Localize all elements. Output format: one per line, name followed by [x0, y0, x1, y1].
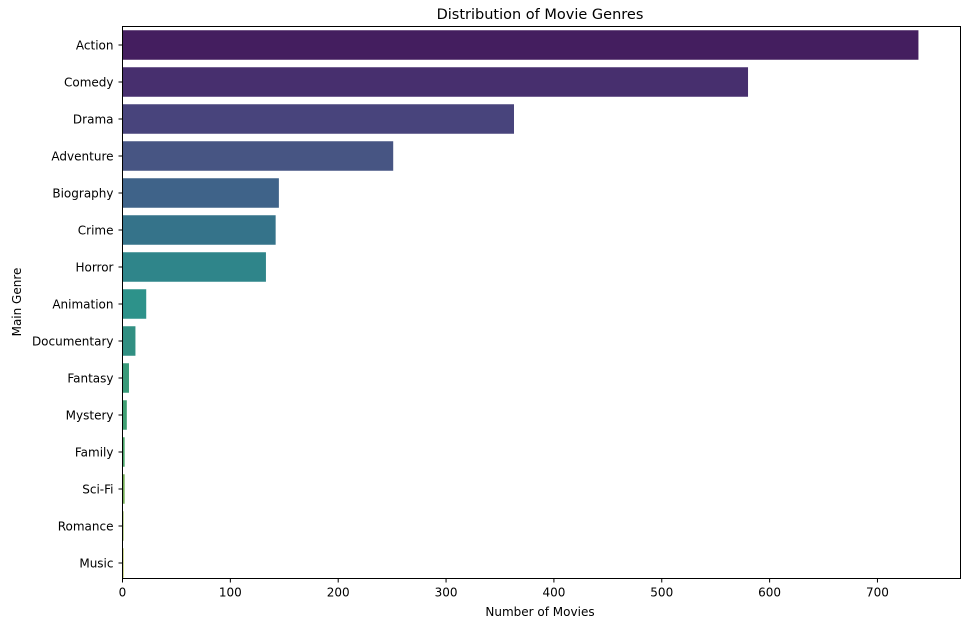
y-tick-label: Adventure [51, 149, 113, 163]
y-tick-label: Drama [73, 112, 114, 126]
y-tick-label: Action [76, 38, 114, 52]
bar-biography [122, 178, 279, 208]
chart-title: Distribution of Movie Genres [437, 7, 644, 23]
bar-romance [122, 511, 124, 541]
y-tick-label: Biography [52, 186, 113, 200]
bar-music [122, 548, 124, 578]
y-tick-label: Horror [75, 260, 113, 274]
bar-fantasy [122, 363, 129, 393]
x-axis-label: Number of Movies [485, 605, 594, 619]
bar-mystery [122, 400, 127, 430]
y-tick-label: Comedy [64, 75, 114, 89]
y-tick-label: Sci-Fi [82, 482, 113, 496]
bar-crime [122, 215, 276, 245]
y-tick-label: Crime [78, 223, 114, 237]
y-tick-label: Family [75, 445, 114, 459]
x-tick-label: 500 [650, 586, 673, 600]
bar-sci-fi [122, 474, 125, 504]
bar-documentary [122, 326, 136, 356]
x-tick-label: 400 [542, 586, 565, 600]
bar-comedy [122, 67, 749, 97]
bars-group [122, 30, 919, 578]
y-tick-label: Mystery [66, 408, 114, 422]
y-tick-label: Music [79, 556, 113, 570]
y-axis-label: Main Genre [10, 268, 24, 337]
x-tick-label: 600 [758, 586, 781, 600]
x-tick-label: 0 [119, 586, 127, 600]
x-axis-ticks: 0 100 200 300 400 500 600 700 [119, 578, 889, 600]
y-tick-label: Animation [52, 297, 113, 311]
bar-animation [122, 289, 147, 319]
y-tick-label: Romance [58, 519, 114, 533]
y-axis-ticks: Action Comedy Drama Adventure Biography Crime… [32, 38, 123, 570]
y-tick-label: Documentary [32, 334, 114, 348]
y-tick-label: Fantasy [67, 371, 113, 385]
bar-adventure [122, 141, 394, 171]
plot-frame [122, 26, 961, 579]
x-tick-label: 100 [219, 586, 242, 600]
bar-horror [122, 252, 266, 282]
bar-family [122, 437, 125, 467]
bar-drama [122, 104, 514, 134]
x-tick-label: 700 [866, 586, 889, 600]
x-tick-label: 200 [327, 586, 350, 600]
x-tick-label: 300 [435, 586, 458, 600]
bar-action [122, 30, 919, 60]
